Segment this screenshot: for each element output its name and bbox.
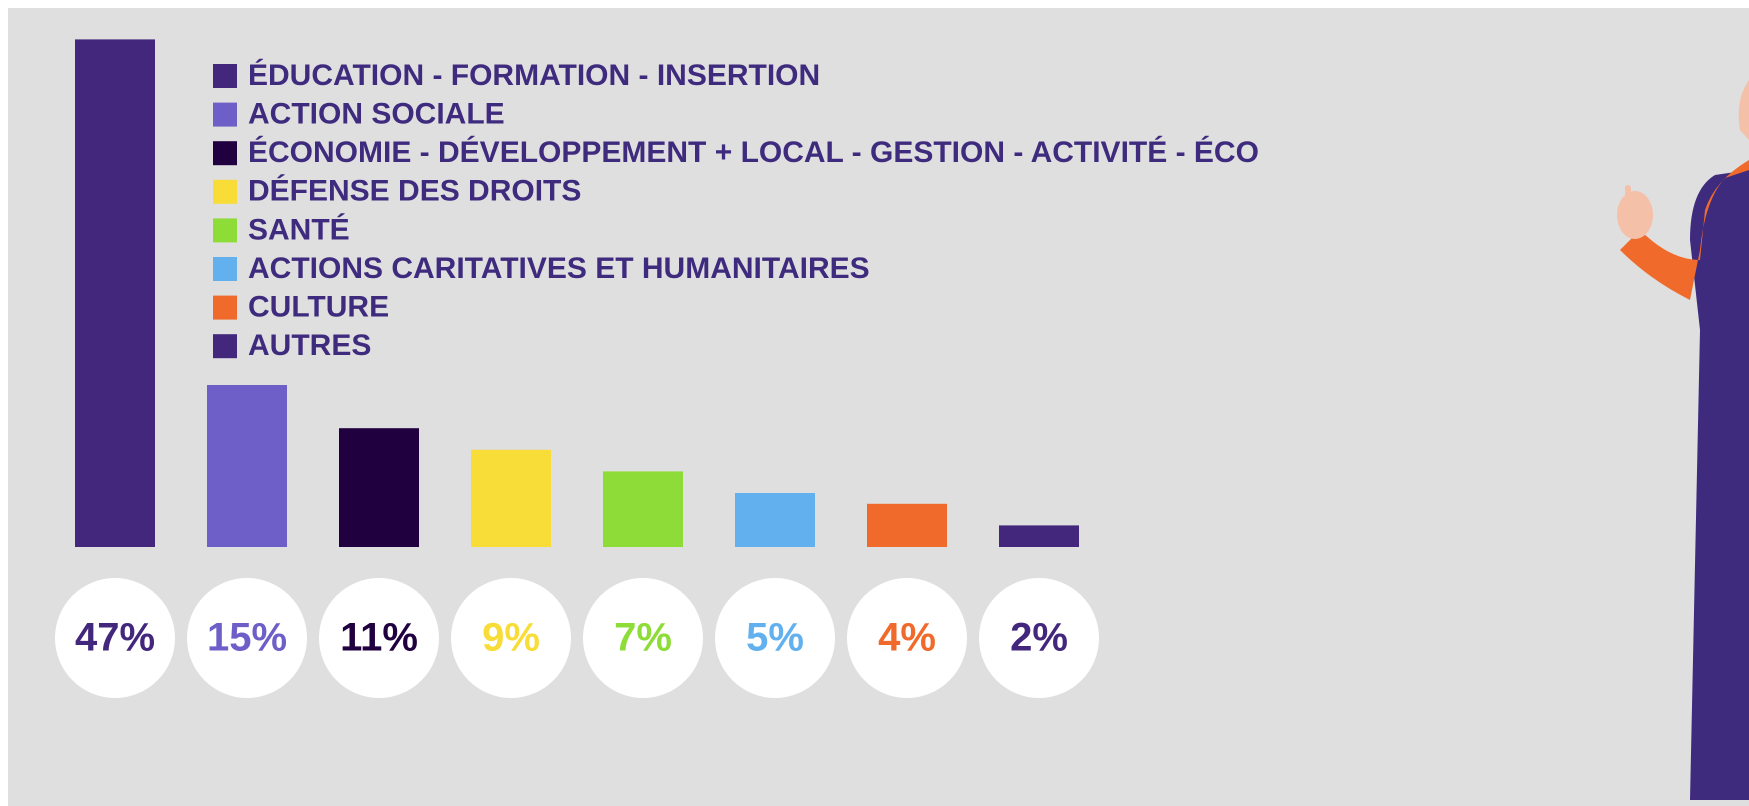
legend-swatch [213, 141, 237, 165]
bar [603, 471, 683, 547]
value-label: 47% [75, 616, 155, 660]
bar [339, 428, 419, 547]
value-label: 11% [340, 616, 418, 660]
legend-label: ACTION SOCIALE [248, 98, 505, 131]
legend-label: CULTURE [248, 291, 389, 324]
value-label: 2% [1010, 616, 1068, 660]
bar [867, 504, 947, 547]
legend-swatch [213, 64, 237, 88]
legend-swatch [213, 257, 237, 281]
legend-label: ÉCONOMIE - DÉVELOPPEMENT + LOCAL - GESTI… [248, 135, 1259, 169]
value-label: 15% [207, 616, 287, 660]
bar [75, 39, 155, 547]
value-label: 9% [482, 616, 540, 660]
legend-swatch [213, 103, 237, 127]
legend-label: ACTIONS CARITATIVES ET HUMANITAIRES [248, 252, 870, 285]
value-label: 5% [746, 616, 804, 660]
bar [735, 493, 815, 547]
legend-swatch [213, 334, 237, 358]
legend-label: ÉDUCATION - FORMATION - INSERTION [248, 58, 820, 92]
bar [207, 385, 287, 547]
legend-label: DÉFENSE DES DROITS [248, 174, 581, 208]
bar [999, 525, 1079, 547]
legend-label: SANTÉ [248, 212, 350, 246]
legend-swatch [213, 218, 237, 242]
value-label: 7% [614, 616, 672, 660]
legend-swatch [213, 180, 237, 204]
bar [471, 450, 551, 547]
legend-label: AUTRES [248, 329, 371, 362]
value-label: 4% [878, 616, 936, 660]
chart: 47% 15% 11% 9% 7% 5% 4% 2% ÉDUCATION - FORMATION… [0, 0, 1749, 806]
legend-swatch [213, 296, 237, 320]
